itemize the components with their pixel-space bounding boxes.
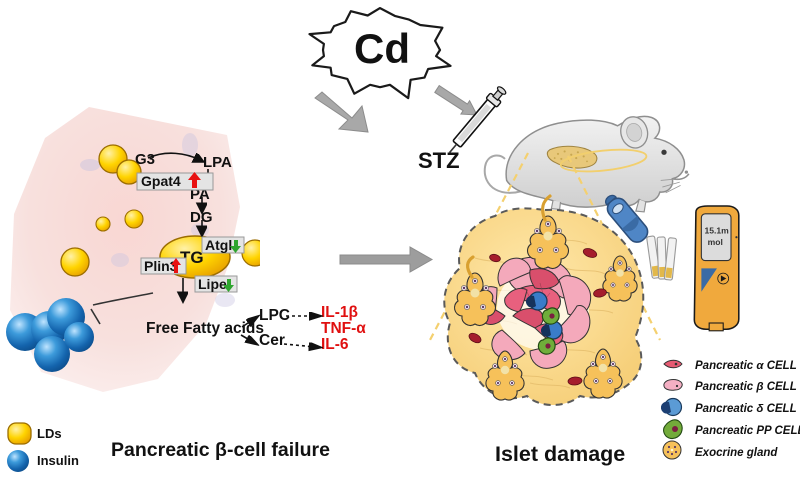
svg-text:DG: DG [190,209,213,226]
svg-text:IL-6: IL-6 [321,336,349,353]
svg-text:LPC: LPC [259,307,290,324]
svg-text:Plin3: Plin3 [144,258,178,274]
svg-text:Cer: Cer [259,332,285,349]
svg-text:TNF-α: TNF-α [321,320,366,337]
svg-text:IL-1β: IL-1β [321,304,358,321]
svg-text:Lipe: Lipe [198,276,227,292]
svg-text:Gpat4: Gpat4 [141,173,181,189]
svg-text:LPA: LPA [203,154,232,171]
svg-text:Free Fatty acids: Free Fatty acids [146,320,264,337]
svg-text:G3: G3 [135,151,155,168]
svg-text:Atgl: Atgl [205,237,232,253]
